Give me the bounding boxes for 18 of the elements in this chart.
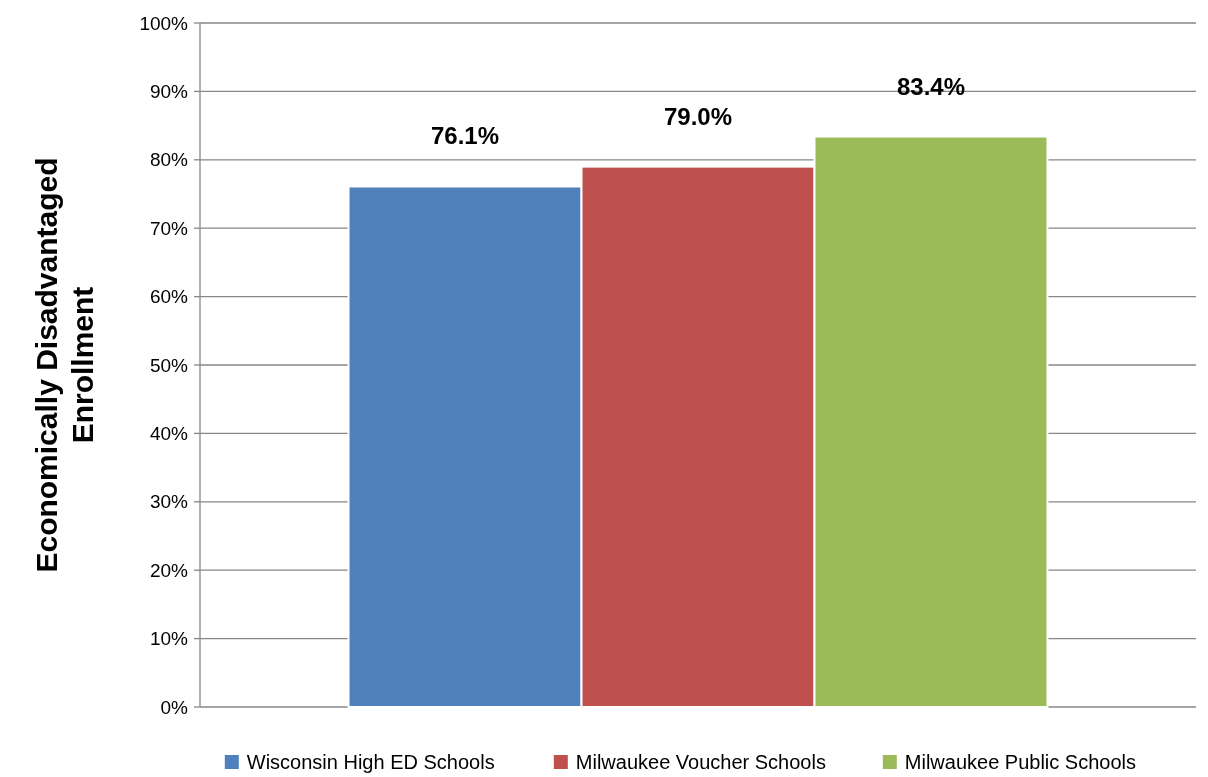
y-tick-label: 60% bbox=[149, 286, 189, 308]
data-label: 79.0% bbox=[663, 102, 733, 130]
y-tick-label: 20% bbox=[149, 559, 189, 581]
legend-label: Milwaukee Voucher Schools bbox=[575, 751, 826, 773]
legend-label: Milwaukee Public Schools bbox=[904, 751, 1137, 773]
data-label: 76.1% bbox=[430, 122, 500, 150]
y-tick-label: 100% bbox=[139, 12, 189, 34]
y-tick-label: 10% bbox=[149, 628, 189, 650]
y-tick-label: 50% bbox=[149, 354, 189, 376]
y-tick-label: 90% bbox=[149, 81, 189, 103]
y-tick-label: 40% bbox=[149, 423, 189, 445]
data-label: 83.4% bbox=[896, 72, 966, 100]
legend-label: Wisconsin High ED Schools bbox=[246, 751, 495, 773]
y-tick-label: 0% bbox=[160, 696, 189, 718]
y-tick-label: 30% bbox=[149, 491, 189, 513]
y-tick-label: 80% bbox=[149, 149, 189, 171]
y-axis-title: Economically Disadvantaged Enrollment bbox=[30, 157, 99, 573]
y-tick-label: 70% bbox=[149, 217, 189, 239]
